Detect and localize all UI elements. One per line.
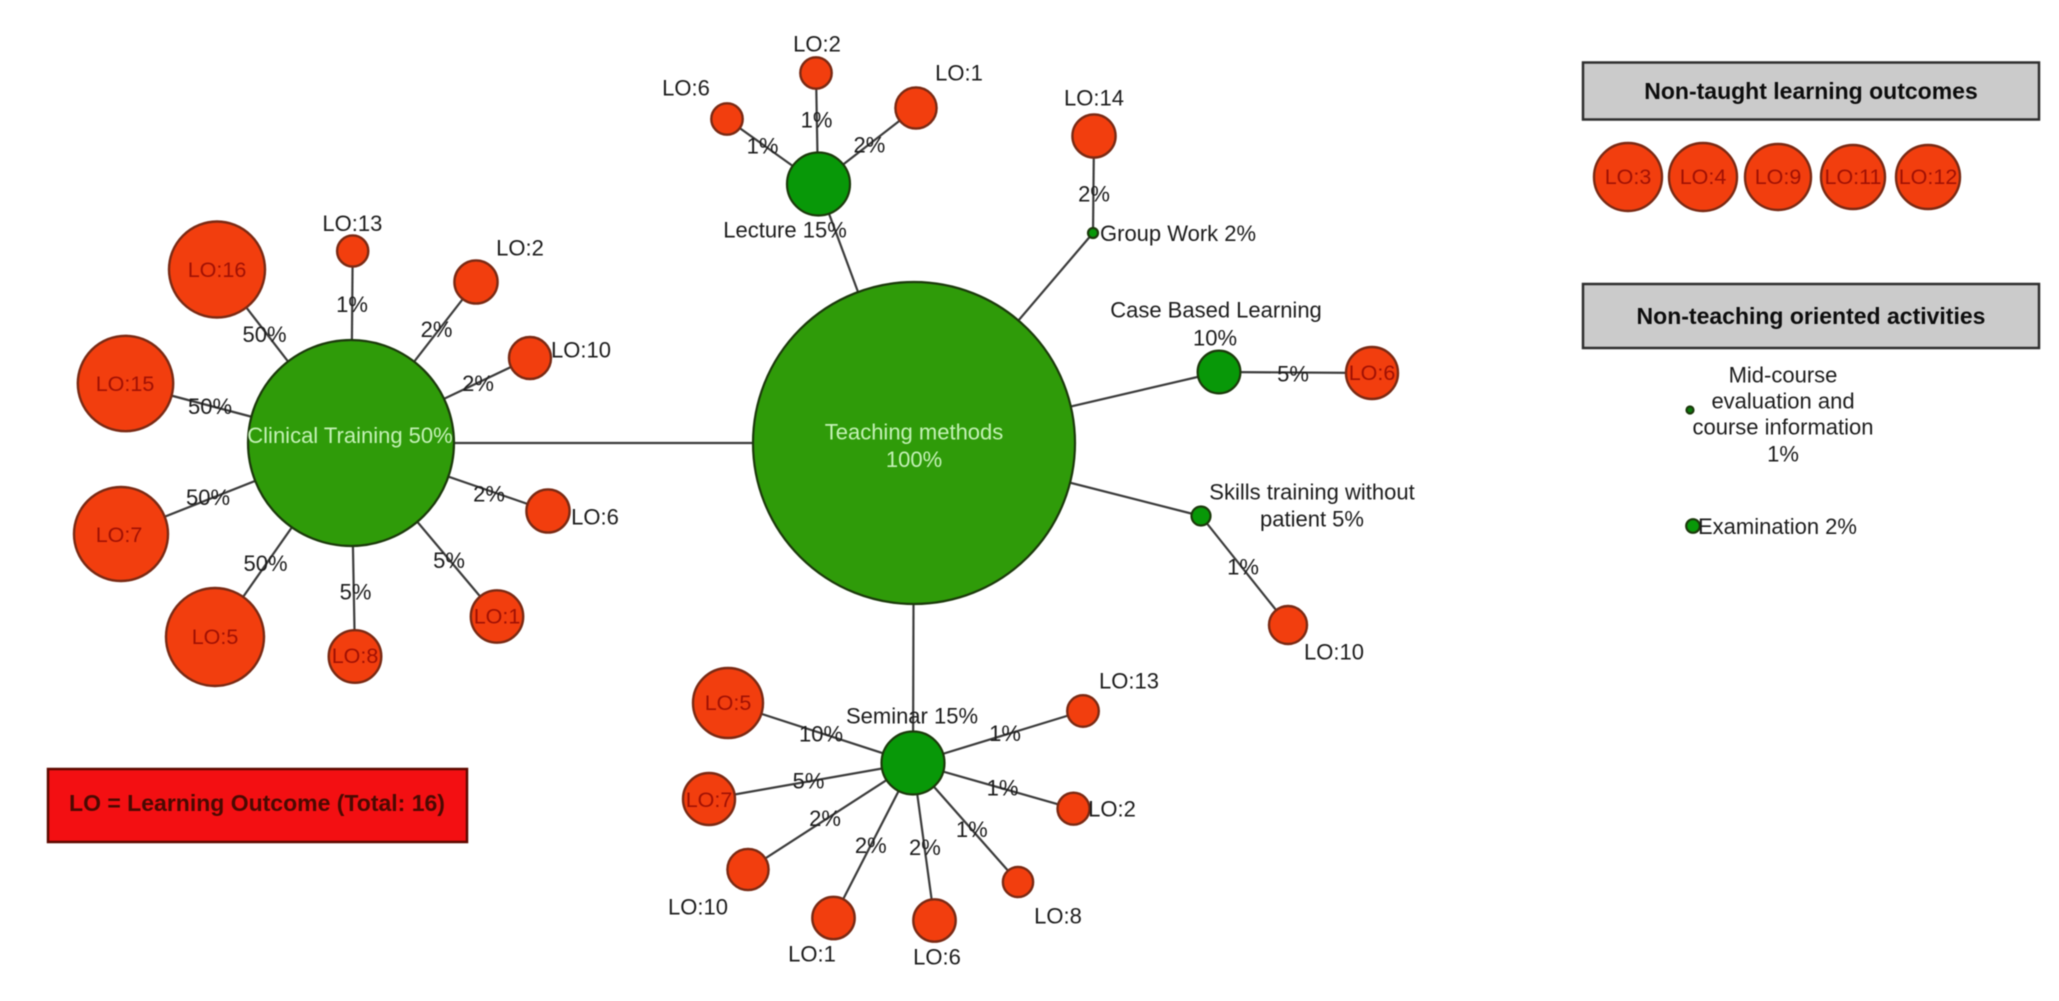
svg-text:LO:7: LO:7: [686, 788, 733, 812]
svg-text:10%: 10%: [799, 722, 843, 747]
svg-text:LO:5: LO:5: [192, 625, 239, 649]
svg-text:Clinical Training 50%: Clinical Training 50%: [247, 423, 452, 448]
svg-text:LO:4: LO:4: [1680, 165, 1727, 189]
svg-text:LO = Learning Outcome (Total:: LO = Learning Outcome (Total: 16): [69, 790, 445, 816]
svg-text:LO:6: LO:6: [1349, 361, 1396, 385]
svg-text:LO:10: LO:10: [668, 895, 728, 920]
svg-text:LO:15: LO:15: [96, 372, 155, 396]
svg-text:LO:6: LO:6: [571, 505, 619, 530]
svg-text:5%: 5%: [1277, 362, 1309, 387]
svg-text:1%: 1%: [336, 292, 368, 317]
svg-text:50%: 50%: [242, 322, 286, 347]
svg-text:5%: 5%: [433, 548, 465, 573]
svg-text:2%: 2%: [421, 317, 453, 342]
svg-text:50%: 50%: [188, 394, 232, 419]
svg-text:LO:1: LO:1: [788, 942, 836, 967]
svg-text:2%: 2%: [462, 371, 494, 396]
svg-text:LO:1: LO:1: [935, 61, 983, 86]
svg-text:1%: 1%: [801, 108, 833, 133]
svg-text:Skills training without: Skills training without: [1209, 480, 1414, 505]
svg-text:LO:13: LO:13: [1099, 669, 1159, 694]
svg-text:Non-teaching oriented activiti: Non-teaching oriented activities: [1637, 303, 1986, 329]
svg-text:LO:2: LO:2: [496, 236, 544, 261]
svg-text:2%: 2%: [909, 835, 941, 860]
svg-text:10%: 10%: [1193, 326, 1237, 351]
svg-text:1%: 1%: [989, 721, 1021, 746]
svg-text:LO:12: LO:12: [1899, 165, 1958, 189]
svg-text:1%: 1%: [747, 134, 779, 159]
svg-text:Non-taught learning outcomes: Non-taught learning outcomes: [1644, 78, 1978, 104]
svg-text:LO:6: LO:6: [662, 76, 710, 101]
svg-text:patient 5%: patient 5%: [1260, 507, 1364, 532]
svg-text:1%: 1%: [1767, 442, 1799, 467]
svg-text:LO:8: LO:8: [332, 644, 379, 668]
svg-text:LO:3: LO:3: [1605, 165, 1652, 189]
svg-text:50%: 50%: [243, 551, 287, 576]
svg-text:Mid-course: Mid-course: [1729, 363, 1838, 388]
svg-text:Lecture 15%: Lecture 15%: [723, 218, 847, 243]
svg-text:LO:13: LO:13: [322, 211, 382, 236]
svg-text:LO:16: LO:16: [188, 258, 247, 282]
svg-text:2%: 2%: [855, 833, 887, 858]
svg-text:2%: 2%: [854, 133, 886, 158]
svg-text:100%: 100%: [886, 447, 942, 472]
svg-text:Seminar 15%: Seminar 15%: [846, 704, 978, 729]
svg-text:LO:10: LO:10: [551, 338, 611, 363]
svg-text:Group Work 2%: Group Work 2%: [1100, 221, 1256, 246]
svg-text:2%: 2%: [1078, 182, 1110, 207]
svg-text:1%: 1%: [956, 817, 988, 842]
svg-text:LO:7: LO:7: [96, 523, 143, 547]
svg-text:1%: 1%: [1227, 555, 1259, 580]
svg-text:LO:2: LO:2: [1088, 797, 1136, 822]
svg-text:course information: course information: [1693, 415, 1874, 440]
svg-text:LO:8: LO:8: [1034, 904, 1082, 929]
svg-text:Examination 2%: Examination 2%: [1698, 514, 1857, 539]
svg-text:LO:2: LO:2: [793, 32, 841, 57]
svg-text:LO:10: LO:10: [1304, 640, 1364, 665]
svg-text:50%: 50%: [186, 485, 230, 510]
svg-text:2%: 2%: [473, 482, 505, 507]
svg-text:Teaching methods: Teaching methods: [825, 420, 1004, 445]
svg-text:2%: 2%: [809, 806, 841, 831]
svg-text:5%: 5%: [340, 580, 372, 605]
svg-text:LO:9: LO:9: [1755, 165, 1802, 189]
svg-text:LO:14: LO:14: [1064, 86, 1124, 111]
svg-text:5%: 5%: [793, 769, 825, 794]
svg-text:evaluation and: evaluation and: [1711, 389, 1854, 414]
svg-text:LO:11: LO:11: [1825, 165, 1882, 189]
svg-text:LO:5: LO:5: [705, 691, 752, 715]
svg-text:Case Based Learning: Case Based Learning: [1110, 298, 1322, 323]
svg-text:LO:1: LO:1: [474, 605, 521, 629]
svg-text:LO:6: LO:6: [913, 945, 961, 970]
svg-text:1%: 1%: [987, 775, 1019, 800]
